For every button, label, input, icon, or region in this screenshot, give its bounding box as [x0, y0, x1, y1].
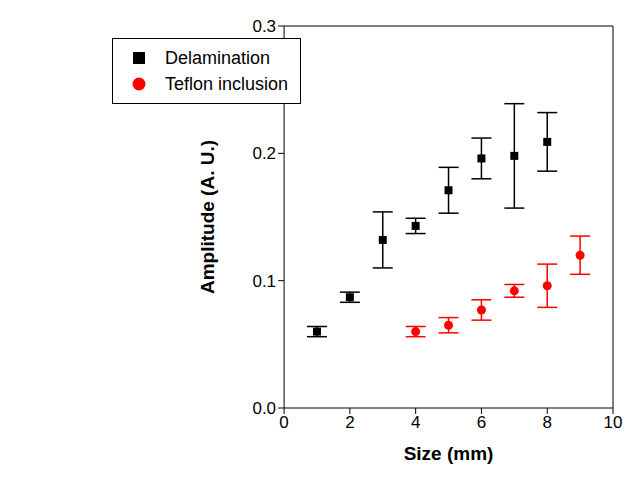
svg-text:Size (mm): Size (mm): [404, 443, 494, 464]
svg-text:0.2: 0.2: [252, 144, 276, 163]
svg-text:0.3: 0.3: [252, 17, 276, 36]
svg-text:10: 10: [604, 413, 623, 432]
svg-text:0.0: 0.0: [252, 399, 276, 418]
svg-text:2: 2: [345, 413, 354, 432]
svg-text:8: 8: [542, 413, 551, 432]
svg-text:Amplitude (A. U.): Amplitude (A. U.): [197, 140, 218, 294]
svg-text:0: 0: [279, 413, 288, 432]
svg-text:0.1: 0.1: [252, 272, 276, 291]
html-text:Teflon inclusion: Teflon inclusion: [165, 73, 289, 94]
svg-text:6: 6: [477, 413, 486, 432]
svg-text:4: 4: [411, 413, 420, 432]
html-text:Delamination: Delamination: [165, 47, 271, 68]
